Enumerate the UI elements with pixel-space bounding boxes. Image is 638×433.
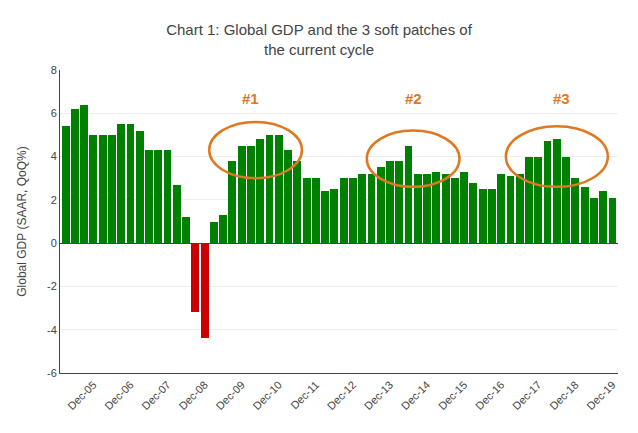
svg-text:#1: #1: [242, 90, 259, 107]
svg-text:Chart 1: Global GDP and the 3: Chart 1: Global GDP and the 3 soft patch…: [166, 21, 473, 58]
svg-text:Dec-17: Dec-17: [510, 379, 544, 413]
svg-text:#2: #2: [405, 90, 422, 107]
svg-text:Dec-19: Dec-19: [584, 379, 618, 413]
svg-text:Dec-11: Dec-11: [288, 379, 321, 412]
svg-text:6: 6: [51, 107, 57, 119]
svg-text:Dec-05: Dec-05: [65, 379, 99, 413]
svg-text:0: 0: [51, 237, 57, 249]
svg-text:-6: -6: [47, 367, 57, 379]
svg-text:Dec-08: Dec-08: [176, 379, 210, 413]
svg-text:Dec-09: Dec-09: [213, 379, 247, 413]
svg-text:Dec-14: Dec-14: [399, 379, 433, 413]
svg-text:Dec-06: Dec-06: [102, 379, 136, 413]
svg-text:#3: #3: [553, 90, 570, 107]
svg-text:8: 8: [51, 64, 57, 76]
svg-text:Dec-16: Dec-16: [473, 379, 507, 413]
svg-text:-4: -4: [47, 324, 57, 336]
svg-text:2: 2: [51, 194, 57, 206]
svg-text:Dec-15: Dec-15: [436, 379, 470, 413]
svg-text:Dec-07: Dec-07: [139, 379, 173, 413]
svg-text:Dec-18: Dec-18: [547, 379, 581, 413]
svg-text:4: 4: [51, 150, 57, 162]
svg-text:Dec-13: Dec-13: [362, 379, 396, 413]
svg-text:Dec-12: Dec-12: [325, 379, 359, 413]
svg-text:Dec-10: Dec-10: [250, 379, 284, 413]
svg-text:-2: -2: [47, 280, 57, 292]
svg-text:Global GDP (SAAR, QoQ%): Global GDP (SAAR, QoQ%): [15, 146, 29, 297]
